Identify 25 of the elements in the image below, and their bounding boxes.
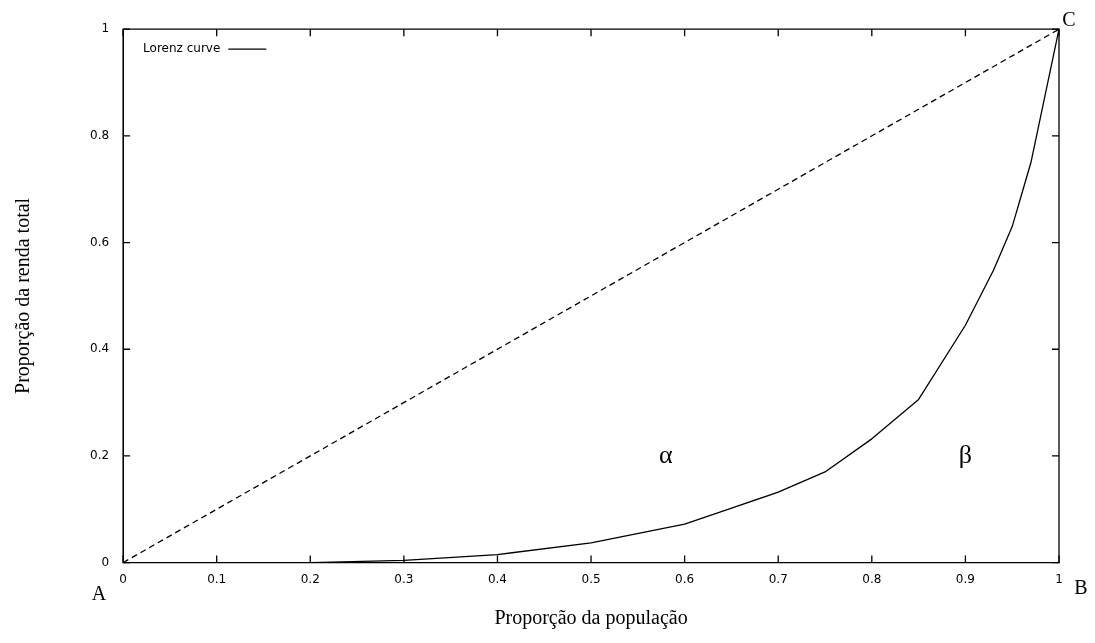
- x-tick-label: 0.5: [581, 571, 601, 586]
- annotation: C: [1062, 8, 1076, 31]
- x-tick-label: 0.8: [862, 571, 882, 586]
- x-tick-label: 0.2: [300, 571, 320, 586]
- y-tick-label: 0.6: [89, 234, 110, 249]
- x-tick-label: 0.1: [207, 571, 227, 586]
- y-tick-label: 0.8: [89, 128, 110, 142]
- x-tick-label: 0.6: [675, 571, 695, 586]
- x-axis-title: Proporção da população: [494, 606, 688, 630]
- annotation: α: [659, 439, 674, 469]
- y-axis-title: Proporção da renda total: [11, 197, 35, 394]
- text: B: [1074, 575, 1088, 598]
- x-tick-label: 0.4: [487, 571, 507, 586]
- y-tick-label: 0.2: [89, 448, 110, 463]
- x-tick-label: 1: [1055, 571, 1063, 586]
- y-tick-label: 1: [101, 21, 110, 36]
- x-tick-label: 0: [119, 571, 127, 586]
- annotation: A: [91, 581, 107, 604]
- y-tick-label: 0.4: [89, 341, 110, 356]
- x-tick-label: 0.7: [768, 571, 788, 586]
- x-tick-label: 0.3: [394, 571, 414, 586]
- y-tick-label: 0: [101, 554, 110, 569]
- annotation: β: [958, 439, 973, 469]
- x-tick-label: 0.9: [955, 571, 975, 586]
- legend-label: Lorenz curve: [143, 41, 221, 56]
